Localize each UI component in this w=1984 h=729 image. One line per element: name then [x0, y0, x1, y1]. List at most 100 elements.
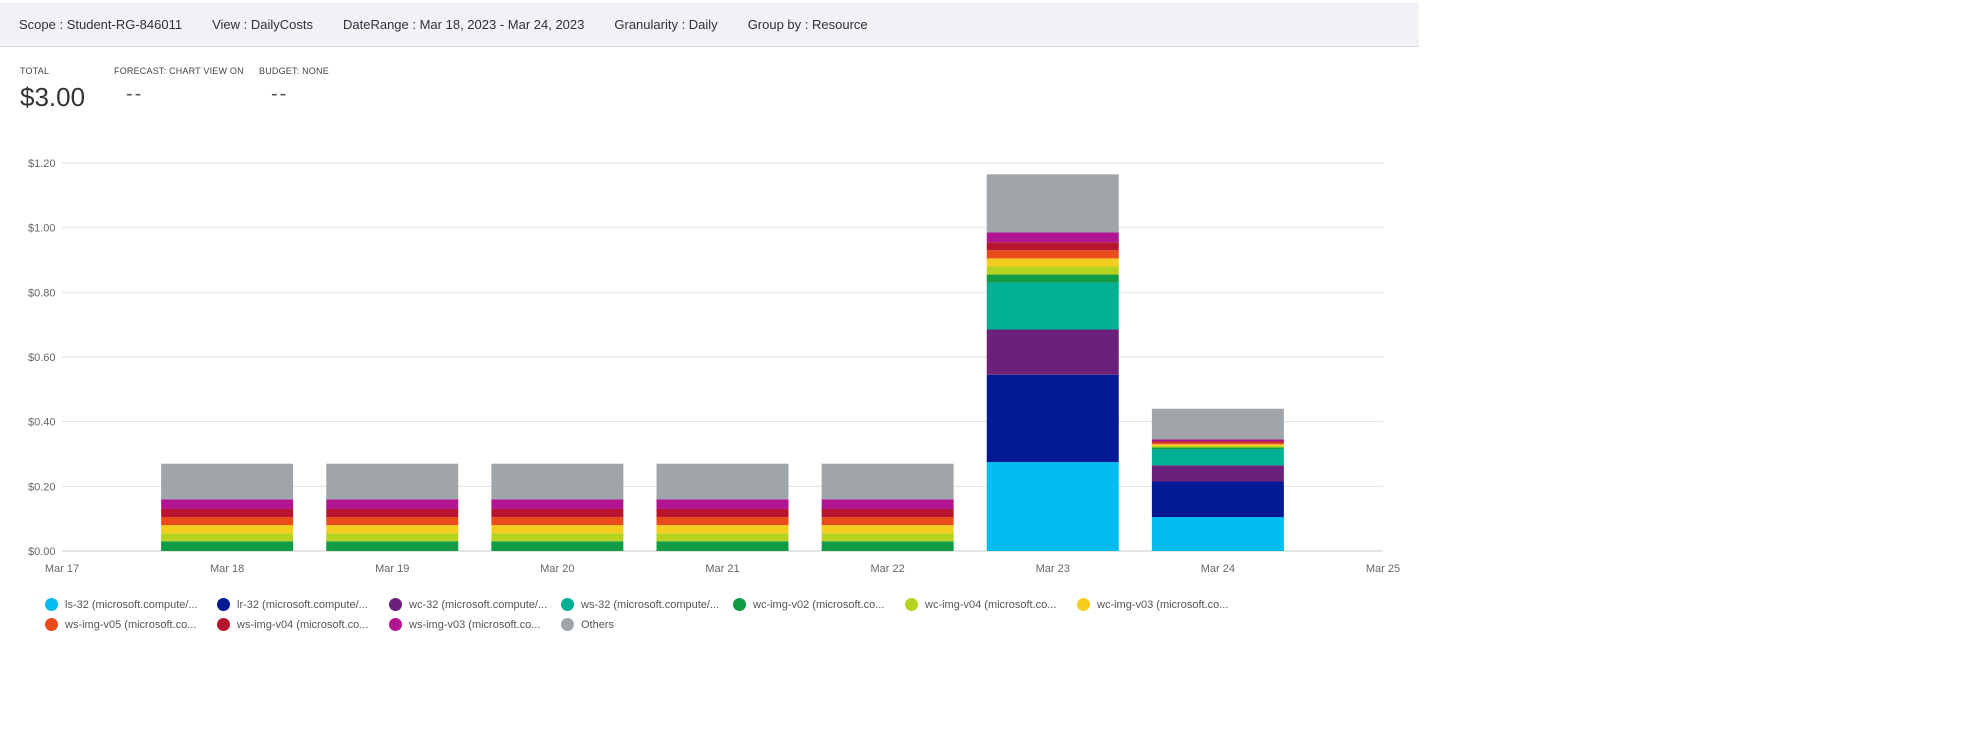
bar-segment: ws-32 (microsoft.compute/... — Mar 23	[986, 282, 1119, 330]
x-tick-label: Mar 17	[45, 563, 79, 575]
scope-filter[interactable]: Scope : Student-RG-846011	[19, 17, 183, 32]
filter-bar: Scope : Student-RG-846011 View : DailyCo…	[0, 3, 1419, 47]
bar-segment: wc-img-v03 (microsoft.co... — Mar 20	[491, 525, 624, 534]
bar-segment: ws-img-v05 (microsoft.co... — Mar 24	[1151, 442, 1284, 445]
bar-segment: wc-img-v03 (microsoft.co... — Mar 18	[161, 525, 294, 534]
y-tick-label: $0.00	[28, 546, 56, 558]
group-by-filter[interactable]: Group by : Resource	[747, 17, 868, 32]
bar-segment: ws-img-v03 (microsoft.co... — Mar 20	[491, 499, 624, 509]
chart-legend: ls-32 (microsoft.compute/... lr-32 (micro…	[45, 598, 1305, 631]
y-tick-label: $1.00	[28, 223, 56, 235]
legend-swatch	[905, 598, 918, 611]
bar-segment: wc-img-v03 (microsoft.co... — Mar 19	[326, 525, 459, 534]
legend-label: ws-img-v05 (microsoft.co...	[65, 618, 197, 631]
bar-segment: ws-img-v04 (microsoft.co... — Mar 23	[986, 242, 1119, 251]
bar-segment: Others — Mar 19	[326, 463, 459, 500]
bar-segment: ws-img-v04 (microsoft.co... — Mar 21	[656, 508, 789, 518]
bar-segment: wc-img-v02 (microsoft.co... — Mar 21	[656, 541, 789, 551]
bar-segment: wc-img-v04 (microsoft.co... — Mar 20	[491, 533, 624, 542]
legend-label: Others	[581, 618, 615, 631]
bar-segment: ws-img-v05 (microsoft.co... — Mar 22	[821, 517, 954, 526]
kpi-budget: BUDGET: NONE --	[259, 66, 329, 106]
y-tick-label: $0.20	[28, 481, 56, 493]
x-tick-label: Mar 21	[705, 563, 739, 575]
y-tick-label: $0.60	[28, 352, 56, 364]
bar-segment: Others — Mar 18	[161, 463, 294, 500]
kpi-forecast-value: --	[126, 83, 144, 105]
legend-item[interactable]: wc-32 (microsoft.compute/...	[389, 598, 561, 611]
legend-item[interactable]: wc-img-v04 (microsoft.co...	[905, 598, 1077, 611]
bar-segment: Others — Mar 20	[491, 463, 624, 500]
bar-segment: wc-img-v02 (microsoft.co... — Mar 24	[1151, 447, 1284, 450]
legend-label: ls-32 (microsoft.compute/...	[65, 598, 198, 611]
bar-segment: ws-img-v05 (microsoft.co... — Mar 19	[326, 517, 459, 526]
bar-segment: ws-img-v03 (microsoft.co... — Mar 19	[326, 499, 459, 509]
x-tick-label: Mar 25	[1366, 563, 1400, 575]
bar-segment: wc-32 (microsoft.compute/... — Mar 24	[1151, 465, 1284, 482]
legend-item[interactable]: ws-img-v05 (microsoft.co...	[45, 618, 217, 631]
kpi-total: TOTAL $3.00	[20, 66, 85, 113]
legend-label: ws-img-v04 (microsoft.co...	[237, 618, 369, 631]
legend-swatch	[217, 618, 230, 631]
bar-segment: ws-img-v03 (microsoft.co... — Mar 22	[821, 499, 954, 509]
kpi-total-value: $3.00	[20, 82, 86, 112]
bar-segment: ws-img-v05 (microsoft.co... — Mar 21	[656, 517, 789, 526]
kpi-forecast: FORECAST: CHART VIEW ON --	[114, 66, 244, 106]
legend-swatch	[217, 598, 230, 611]
bar-segment: ws-img-v03 (microsoft.co... — Mar 21	[656, 499, 789, 509]
bar-segment: ws-img-v05 (microsoft.co... — Mar 18	[161, 517, 294, 526]
bar-segment: wc-img-v02 (microsoft.co... — Mar 19	[326, 541, 459, 551]
bar-segment: wc-img-v02 (microsoft.co... — Mar 23	[986, 274, 1119, 283]
kpi-budget-label: BUDGET: NONE	[259, 66, 329, 76]
bar-segment: wc-img-v03 (microsoft.co... — Mar 22	[821, 525, 954, 534]
legend-swatch	[561, 618, 574, 631]
legend-swatch	[561, 598, 574, 611]
legend-label: wc-32 (microsoft.compute/...	[409, 598, 548, 611]
kpi-total-label: TOTAL	[20, 66, 50, 76]
bar-segment: Others — Mar 22	[821, 463, 954, 500]
legend-swatch	[389, 618, 402, 631]
y-tick-label: $0.80	[28, 287, 56, 299]
bar-segment: ws-img-v04 (microsoft.co... — Mar 24	[1151, 441, 1284, 443]
bar-segment: wc-img-v02 (microsoft.co... — Mar 22	[821, 541, 954, 551]
legend-swatch	[389, 598, 402, 611]
legend-swatch	[733, 598, 746, 611]
legend-item[interactable]: ls-32 (microsoft.compute/...	[45, 598, 217, 611]
y-tick-label: $0.40	[28, 417, 56, 429]
bar-segment: Others — Mar 21	[656, 463, 789, 500]
granularity-filter[interactable]: Granularity : Daily	[614, 17, 718, 32]
legend-item[interactable]: ws-img-v04 (microsoft.co...	[217, 618, 389, 631]
legend-label: wc-img-v03 (microsoft.co...	[1097, 598, 1229, 611]
legend-label: lr-32 (microsoft.compute/...	[237, 598, 368, 611]
bar-segment: ws-img-v03 (microsoft.co... — Mar 23	[986, 232, 1119, 243]
bar-segment: Others — Mar 23	[986, 174, 1119, 233]
date-range-filter[interactable]: DateRange : Mar 18, 2023 - Mar 24, 2023	[343, 17, 585, 32]
x-tick-label: Mar 23	[1036, 563, 1070, 575]
bar-segment: wc-img-v02 (microsoft.co... — Mar 20	[491, 541, 624, 551]
bar-segment: wc-img-v03 (microsoft.co... — Mar 24	[1151, 444, 1284, 446]
legend-label: ws-img-v03 (microsoft.co...	[409, 618, 541, 631]
bar-segment: ls-32 (microsoft.compute/... — Mar 24	[1151, 517, 1284, 551]
bar-segment: wc-img-v04 (microsoft.co... — Mar 23	[986, 266, 1119, 275]
legend-item[interactable]: wc-img-v02 (microsoft.co...	[733, 598, 905, 611]
legend-item[interactable]: wc-img-v03 (microsoft.co...	[1077, 598, 1249, 611]
legend-swatch	[1077, 598, 1090, 611]
legend-item[interactable]: ws-32 (microsoft.compute/...	[561, 598, 733, 611]
bar-segment: ws-img-v04 (microsoft.co... — Mar 19	[326, 508, 459, 518]
bar-segment: wc-img-v03 (microsoft.co... — Mar 23	[986, 258, 1119, 267]
legend-label: wc-img-v04 (microsoft.co...	[925, 598, 1057, 611]
y-tick-label: $1.20	[28, 158, 56, 170]
x-tick-label: Mar 19	[375, 563, 409, 575]
bar-segment: wc-img-v04 (microsoft.co... — Mar 22	[821, 533, 954, 542]
bar-segment: wc-img-v03 (microsoft.co... — Mar 21	[656, 525, 789, 534]
bar-segment: ws-img-v05 (microsoft.co... — Mar 20	[491, 517, 624, 526]
legend-item[interactable]: lr-32 (microsoft.compute/...	[217, 598, 389, 611]
bar-segment: ls-32 (microsoft.compute/... — Mar 23	[986, 462, 1119, 551]
legend-label: ws-32 (microsoft.compute/...	[581, 598, 720, 611]
bar-segment: ws-img-v04 (microsoft.co... — Mar 22	[821, 508, 954, 518]
view-filter[interactable]: View : DailyCosts	[212, 17, 313, 32]
bar-segment: lr-32 (microsoft.compute/... — Mar 24	[1151, 481, 1284, 518]
legend-item[interactable]: ws-img-v03 (microsoft.co...	[389, 618, 561, 631]
x-tick-label: Mar 22	[871, 563, 905, 575]
legend-item[interactable]: Others	[561, 618, 733, 631]
